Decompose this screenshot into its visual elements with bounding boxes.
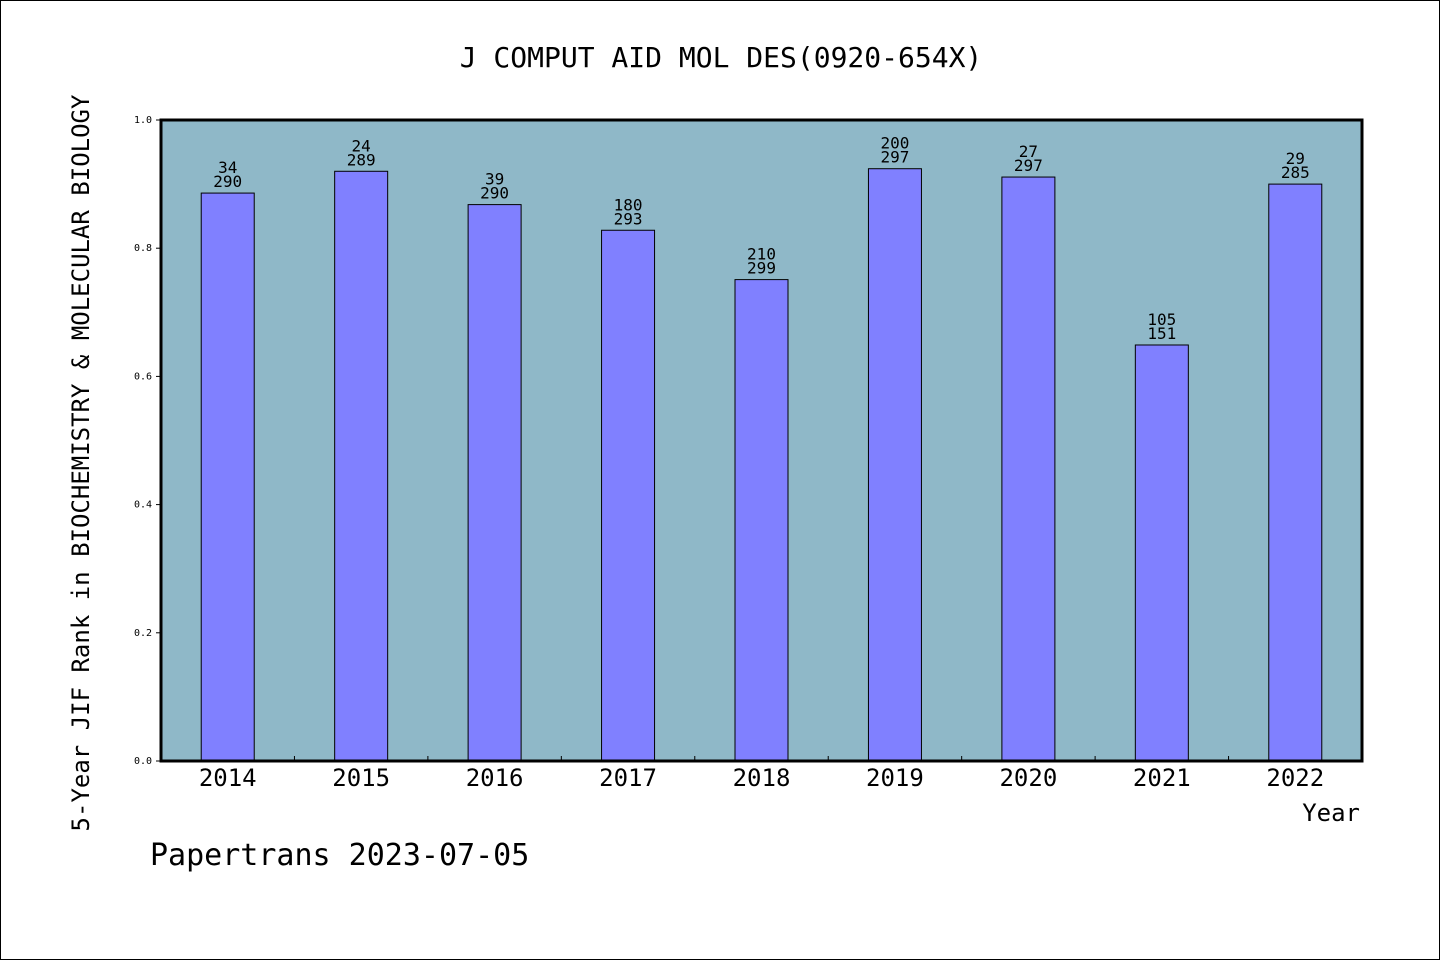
bar-rank-label: 24 bbox=[352, 136, 371, 155]
bar-total-label: 297 bbox=[880, 148, 909, 167]
bar-rank-label: 29 bbox=[1286, 149, 1305, 168]
bar-2022 bbox=[1268, 183, 1323, 762]
bar-total-label: 290 bbox=[213, 172, 242, 191]
x-axis-ticks: 2014 2015 2016 2017 2018 2019 2020 2021 2022 bbox=[199, 756, 1324, 792]
y-tick-label: 0.8 bbox=[134, 243, 152, 254]
bar-rank-label: 39 bbox=[485, 170, 504, 189]
bar-total-label: 297 bbox=[1014, 156, 1043, 175]
x-tick-label: 2021 bbox=[1133, 764, 1191, 792]
bar-total-label: 289 bbox=[347, 150, 376, 169]
bar-total-label: 285 bbox=[1281, 163, 1310, 182]
bar-2017 bbox=[601, 229, 656, 762]
bar-2018 bbox=[734, 279, 789, 762]
bar-2021 bbox=[1134, 344, 1189, 762]
y-tick-label: 0.6 bbox=[134, 371, 152, 382]
bar-2015 bbox=[334, 170, 389, 762]
y-axis-ticks: 0.0 0.2 0.4 0.6 0.8 1.0 bbox=[134, 115, 161, 767]
bars-group bbox=[200, 168, 1323, 762]
bar-rank-label: 210 bbox=[747, 245, 776, 264]
x-tick-label: 2015 bbox=[332, 764, 390, 792]
bar-2019 bbox=[867, 168, 922, 762]
x-tick-label: 2016 bbox=[466, 764, 524, 792]
plot-border bbox=[159, 118, 1364, 763]
footer-credit: Papertrans 2023-07-05 bbox=[150, 838, 529, 873]
bar-2020 bbox=[1001, 176, 1056, 762]
y-axis-label: 5-Year JIF Rank in BIOCHEMISTRY & MOLECU… bbox=[67, 94, 95, 831]
x-tick-label: 2022 bbox=[1266, 764, 1324, 792]
bar-total-label: 299 bbox=[747, 259, 776, 278]
bar-rank-label: 180 bbox=[614, 195, 643, 214]
y-tick-label: 1.0 bbox=[134, 115, 152, 126]
bar-total-label: 151 bbox=[1147, 324, 1176, 343]
x-tick-label: 2014 bbox=[199, 764, 257, 792]
bar-2016 bbox=[467, 204, 522, 762]
bar-total-label: 290 bbox=[480, 184, 509, 203]
bar-total-label: 293 bbox=[614, 209, 643, 228]
chart-title: J COMPUT AID MOL DES(0920-654X) bbox=[460, 41, 983, 74]
x-tick-label: 2017 bbox=[599, 764, 657, 792]
bar-rank-label: 27 bbox=[1019, 142, 1038, 161]
bar-rank-label: 200 bbox=[880, 134, 909, 153]
y-tick-label: 0.0 bbox=[134, 756, 152, 767]
y-tick-label: 0.2 bbox=[134, 628, 152, 639]
bar-2014 bbox=[200, 192, 255, 762]
bar-rank-label: 34 bbox=[218, 158, 237, 177]
x-axis-label: Year bbox=[1302, 799, 1360, 827]
x-tick-label: 2018 bbox=[733, 764, 791, 792]
y-tick-label: 0.4 bbox=[134, 500, 152, 511]
x-tick-label: 2019 bbox=[866, 764, 924, 792]
x-tick-label: 2020 bbox=[999, 764, 1057, 792]
bar-rank-label: 105 bbox=[1147, 310, 1176, 329]
